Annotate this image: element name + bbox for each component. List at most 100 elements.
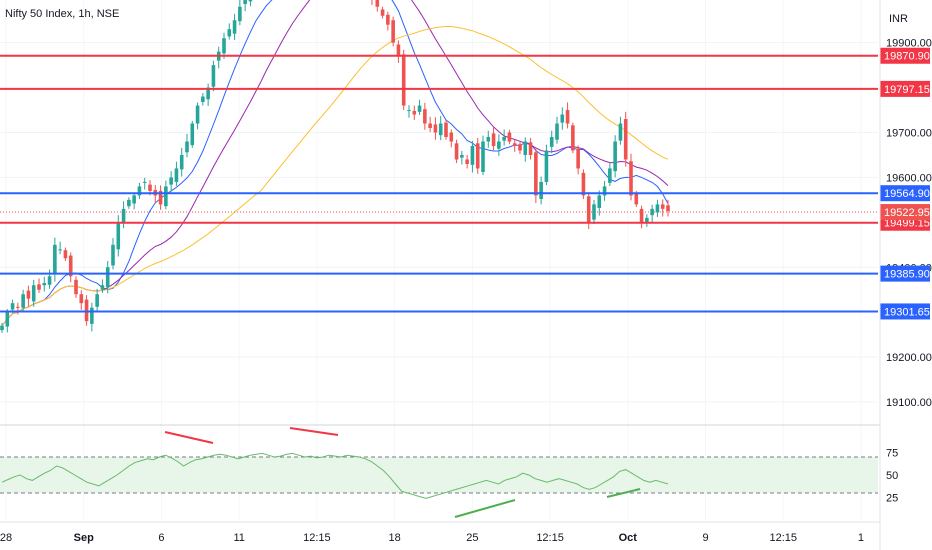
candle-body[interactable] — [454, 143, 459, 160]
candle-body[interactable] — [423, 109, 427, 124]
candle-body[interactable] — [523, 141, 528, 155]
candle-body[interactable] — [132, 195, 136, 204]
candle-body[interactable] — [507, 132, 512, 142]
candle-body[interactable] — [613, 141, 617, 172]
candle-body[interactable] — [639, 208, 644, 223]
candle-body[interactable] — [227, 29, 232, 37]
candle-body[interactable] — [650, 208, 654, 216]
candle-body[interactable] — [475, 143, 480, 169]
candle-body[interactable] — [618, 123, 623, 141]
candle-body[interactable] — [179, 154, 184, 170]
candle-body[interactable] — [375, 0, 380, 7]
candle-body[interactable] — [90, 307, 94, 324]
candle-body[interactable] — [491, 133, 496, 146]
currency-label[interactable]: INR — [889, 13, 908, 25]
candle-body[interactable] — [417, 105, 422, 112]
candle-body[interactable] — [42, 282, 47, 286]
candle-body[interactable] — [5, 312, 10, 327]
candle-body[interactable] — [142, 181, 147, 183]
bullish-divergence-line[interactable] — [606, 488, 641, 498]
candle-body[interactable] — [10, 303, 15, 310]
candle-body[interactable] — [438, 123, 443, 136]
candle-body[interactable] — [608, 168, 612, 183]
candle-body[interactable] — [137, 186, 142, 196]
candle-body[interactable] — [396, 44, 401, 57]
candle-body[interactable] — [412, 110, 417, 115]
candle-body[interactable] — [512, 143, 517, 146]
candle-body[interactable] — [185, 141, 189, 153]
candle-body[interactable] — [31, 285, 36, 302]
candle-body[interactable] — [581, 172, 586, 196]
candle-body[interactable] — [16, 306, 20, 308]
candle-body[interactable] — [116, 222, 121, 250]
candle-body[interactable] — [232, 20, 237, 34]
candle-body[interactable] — [391, 20, 395, 43]
candle-body[interactable] — [37, 284, 41, 290]
candle-body[interactable] — [460, 154, 464, 158]
candle-body[interactable] — [544, 150, 549, 182]
candle-body[interactable] — [164, 186, 168, 207]
candle-body[interactable] — [195, 105, 200, 124]
candle-body[interactable] — [386, 14, 390, 25]
bearish-divergence-line[interactable] — [164, 431, 214, 444]
candle-body[interactable] — [158, 190, 163, 205]
candle-body[interactable] — [655, 204, 660, 213]
candle-body[interactable] — [201, 96, 205, 102]
candle-body[interactable] — [121, 208, 126, 224]
candle-body[interactable] — [444, 122, 448, 138]
candle-body[interactable] — [549, 137, 554, 147]
bullish-divergence-line[interactable] — [454, 499, 516, 518]
candle-body[interactable] — [534, 152, 538, 196]
candle-body[interactable] — [497, 141, 501, 149]
candle-body[interactable] — [586, 196, 591, 223]
candle-body[interactable] — [465, 159, 469, 164]
candle-body[interactable] — [47, 276, 52, 285]
candle-body[interactable] — [597, 195, 602, 208]
candle-body[interactable] — [449, 132, 454, 142]
candle-body[interactable] — [576, 148, 580, 169]
candle-body[interactable] — [238, 6, 242, 22]
candle-body[interactable] — [407, 110, 411, 112]
candle-body[interactable] — [518, 144, 522, 151]
horizontal-levels[interactable] — [0, 54, 878, 313]
candle-body[interactable] — [127, 199, 131, 207]
candle-body[interactable] — [63, 250, 68, 259]
candle-body[interactable] — [53, 244, 57, 275]
candle-body[interactable] — [0, 325, 4, 331]
candle-body[interactable] — [111, 244, 115, 266]
candle-body[interactable] — [21, 294, 25, 308]
candle-body[interactable] — [486, 137, 491, 142]
candle-body[interactable] — [433, 124, 438, 133]
candle-body[interactable] — [74, 279, 78, 295]
candle-body[interactable] — [68, 255, 73, 277]
candle-body[interactable] — [84, 299, 89, 322]
candle-body[interactable] — [211, 65, 216, 87]
candle-body[interactable] — [174, 168, 179, 182]
candle-body[interactable] — [95, 294, 99, 307]
candle-body[interactable] — [26, 290, 31, 299]
candle-body[interactable] — [401, 54, 406, 106]
candle-body[interactable] — [645, 217, 649, 224]
candle-body[interactable] — [555, 123, 559, 140]
candle-body[interactable] — [539, 181, 543, 199]
candle-body[interactable] — [243, 0, 247, 5]
candle-body[interactable] — [105, 267, 110, 288]
candle-body[interactable] — [148, 184, 152, 191]
candle-body[interactable] — [428, 123, 432, 129]
candle-body[interactable] — [190, 123, 195, 146]
candle-body[interactable] — [565, 110, 570, 124]
candle-body[interactable] — [100, 285, 105, 290]
candle-body[interactable] — [470, 145, 475, 165]
candle-body[interactable] — [629, 161, 633, 196]
candle-body[interactable] — [666, 205, 670, 212]
candle-body[interactable] — [660, 204, 665, 209]
candle-body[interactable] — [248, 0, 253, 2]
candle-body[interactable] — [222, 38, 226, 54]
candle-body[interactable] — [634, 193, 639, 205]
candle-body[interactable] — [602, 186, 607, 196]
candle-body[interactable] — [79, 294, 84, 304]
candle-body[interactable] — [380, 9, 385, 16]
candle-body[interactable] — [58, 249, 62, 251]
candle-body[interactable] — [560, 114, 565, 123]
